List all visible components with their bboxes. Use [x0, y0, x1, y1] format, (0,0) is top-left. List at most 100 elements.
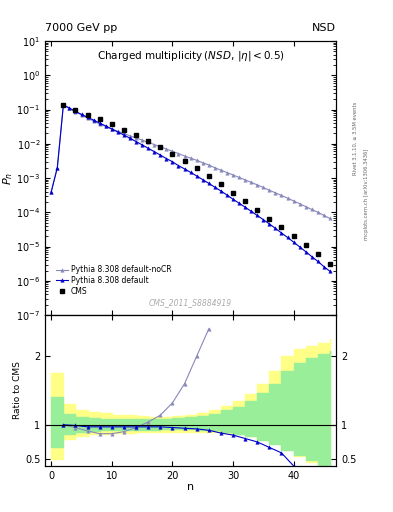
- Text: CMS_2011_S8884919: CMS_2011_S8884919: [149, 298, 232, 307]
- Pythia 8.308 default-noCR: [140, 137, 145, 143]
- Pythia 8.308 default: [267, 221, 272, 227]
- Pythia 8.308 default-noCR: [237, 175, 241, 181]
- Pythia 8.308 default: [110, 126, 114, 132]
- Pythia 8.308 default-noCR: [303, 203, 308, 209]
- Pythia 8.308 default: [200, 177, 205, 183]
- CMS: [134, 132, 138, 138]
- CMS: [291, 232, 296, 239]
- Pythia 8.308 default-noCR: [273, 190, 278, 196]
- Pythia 8.308 default-noCR: [200, 160, 205, 166]
- Pythia 8.308 default: [298, 244, 302, 250]
- Pythia 8.308 default-noCR: [67, 105, 72, 112]
- Pythia 8.308 default-noCR: [298, 201, 302, 207]
- Pythia 8.308 default-noCR: [231, 172, 235, 178]
- Pythia 8.308 default: [128, 135, 132, 141]
- Pythia 8.308 default: [73, 109, 78, 115]
- CMS: [303, 242, 308, 248]
- Pythia 8.308 default-noCR: [61, 102, 66, 108]
- CMS: [182, 158, 187, 164]
- Pythia 8.308 default: [291, 239, 296, 245]
- Pythia 8.308 default: [285, 234, 290, 241]
- Pythia 8.308 default: [85, 114, 90, 120]
- Pythia 8.308 default: [61, 102, 66, 108]
- Pythia 8.308 default-noCR: [134, 135, 138, 141]
- Pythia 8.308 default-noCR: [158, 144, 163, 150]
- Pythia 8.308 default-noCR: [291, 198, 296, 204]
- Pythia 8.308 default-noCR: [188, 155, 193, 161]
- CMS: [61, 102, 66, 108]
- Pythia 8.308 default: [231, 196, 235, 202]
- Pythia 8.308 default: [243, 204, 248, 210]
- Pythia 8.308 default-noCR: [121, 131, 126, 137]
- CMS: [231, 190, 235, 196]
- CMS: [243, 198, 248, 204]
- Pythia 8.308 default-noCR: [49, 188, 53, 195]
- Pythia 8.308 default: [237, 200, 241, 206]
- Pythia 8.308 default: [146, 145, 151, 152]
- Pythia 8.308 default-noCR: [316, 209, 320, 216]
- Pythia 8.308 default: [188, 169, 193, 176]
- Pythia 8.308 default: [273, 225, 278, 231]
- X-axis label: n: n: [187, 482, 194, 492]
- Pythia 8.308 default-noCR: [194, 157, 199, 163]
- Pythia 8.308 default: [67, 105, 72, 111]
- Pythia 8.308 default: [164, 156, 169, 162]
- Pythia 8.308 default-noCR: [55, 165, 60, 171]
- Text: NSD: NSD: [312, 23, 336, 33]
- Pythia 8.308 default-noCR: [176, 151, 181, 157]
- Pythia 8.308 default: [249, 208, 253, 215]
- Pythia 8.308 default: [321, 264, 326, 270]
- Pythia 8.308 default: [121, 132, 126, 138]
- Pythia 8.308 default-noCR: [85, 115, 90, 121]
- Pythia 8.308 default-noCR: [79, 112, 84, 118]
- Pythia 8.308 default-noCR: [110, 126, 114, 132]
- Pythia 8.308 default-noCR: [328, 216, 332, 222]
- Pythia 8.308 default: [213, 184, 217, 190]
- Pythia 8.308 default-noCR: [97, 121, 102, 127]
- Pythia 8.308 default: [303, 249, 308, 255]
- Pythia 8.308 default: [170, 159, 175, 165]
- CMS: [328, 261, 332, 267]
- Pythia 8.308 default: [79, 111, 84, 117]
- Pythia 8.308 default-noCR: [243, 177, 248, 183]
- Line: Pythia 8.308 default: Pythia 8.308 default: [50, 103, 332, 273]
- Pythia 8.308 default: [140, 142, 145, 148]
- CMS: [158, 144, 163, 151]
- CMS: [110, 121, 114, 127]
- Pythia 8.308 default: [255, 212, 260, 219]
- Pythia 8.308 default: [328, 268, 332, 274]
- Y-axis label: Ratio to CMS: Ratio to CMS: [13, 361, 22, 419]
- CMS: [219, 181, 223, 187]
- Pythia 8.308 default: [152, 148, 156, 155]
- Line: Pythia 8.308 default-noCR: Pythia 8.308 default-noCR: [50, 103, 332, 220]
- Pythia 8.308 default: [176, 163, 181, 169]
- Pythia 8.308 default-noCR: [73, 109, 78, 115]
- Pythia 8.308 default: [49, 188, 53, 195]
- Pythia 8.308 default-noCR: [206, 162, 211, 168]
- Pythia 8.308 default: [103, 123, 108, 129]
- Pythia 8.308 default-noCR: [164, 146, 169, 152]
- Pythia 8.308 default: [134, 138, 138, 144]
- Text: Charged multiplicity$\,(NSD,\,|\eta| < 0.5)$: Charged multiplicity$\,(NSD,\,|\eta| < 0…: [97, 49, 285, 63]
- CMS: [97, 116, 102, 122]
- Y-axis label: $P_n$: $P_n$: [1, 172, 15, 185]
- Text: Rivet 3.1.10, ≥ 3.5M events: Rivet 3.1.10, ≥ 3.5M events: [353, 101, 358, 175]
- Text: mcplots.cern.ch [arXiv:1306.3436]: mcplots.cern.ch [arXiv:1306.3436]: [364, 149, 369, 240]
- CMS: [279, 224, 284, 230]
- Pythia 8.308 default-noCR: [261, 184, 266, 190]
- Pythia 8.308 default: [116, 129, 120, 135]
- Pythia 8.308 default-noCR: [279, 193, 284, 199]
- CMS: [121, 126, 126, 133]
- CMS: [255, 206, 260, 212]
- Pythia 8.308 default-noCR: [285, 195, 290, 201]
- Pythia 8.308 default: [55, 165, 60, 171]
- CMS: [85, 112, 90, 118]
- Pythia 8.308 default: [309, 253, 314, 260]
- Pythia 8.308 default-noCR: [116, 129, 120, 135]
- Line: CMS: CMS: [61, 102, 332, 266]
- Pythia 8.308 default: [182, 166, 187, 172]
- Pythia 8.308 default-noCR: [170, 148, 175, 155]
- Pythia 8.308 default: [206, 180, 211, 186]
- Pythia 8.308 default: [194, 173, 199, 179]
- Pythia 8.308 default-noCR: [213, 165, 217, 171]
